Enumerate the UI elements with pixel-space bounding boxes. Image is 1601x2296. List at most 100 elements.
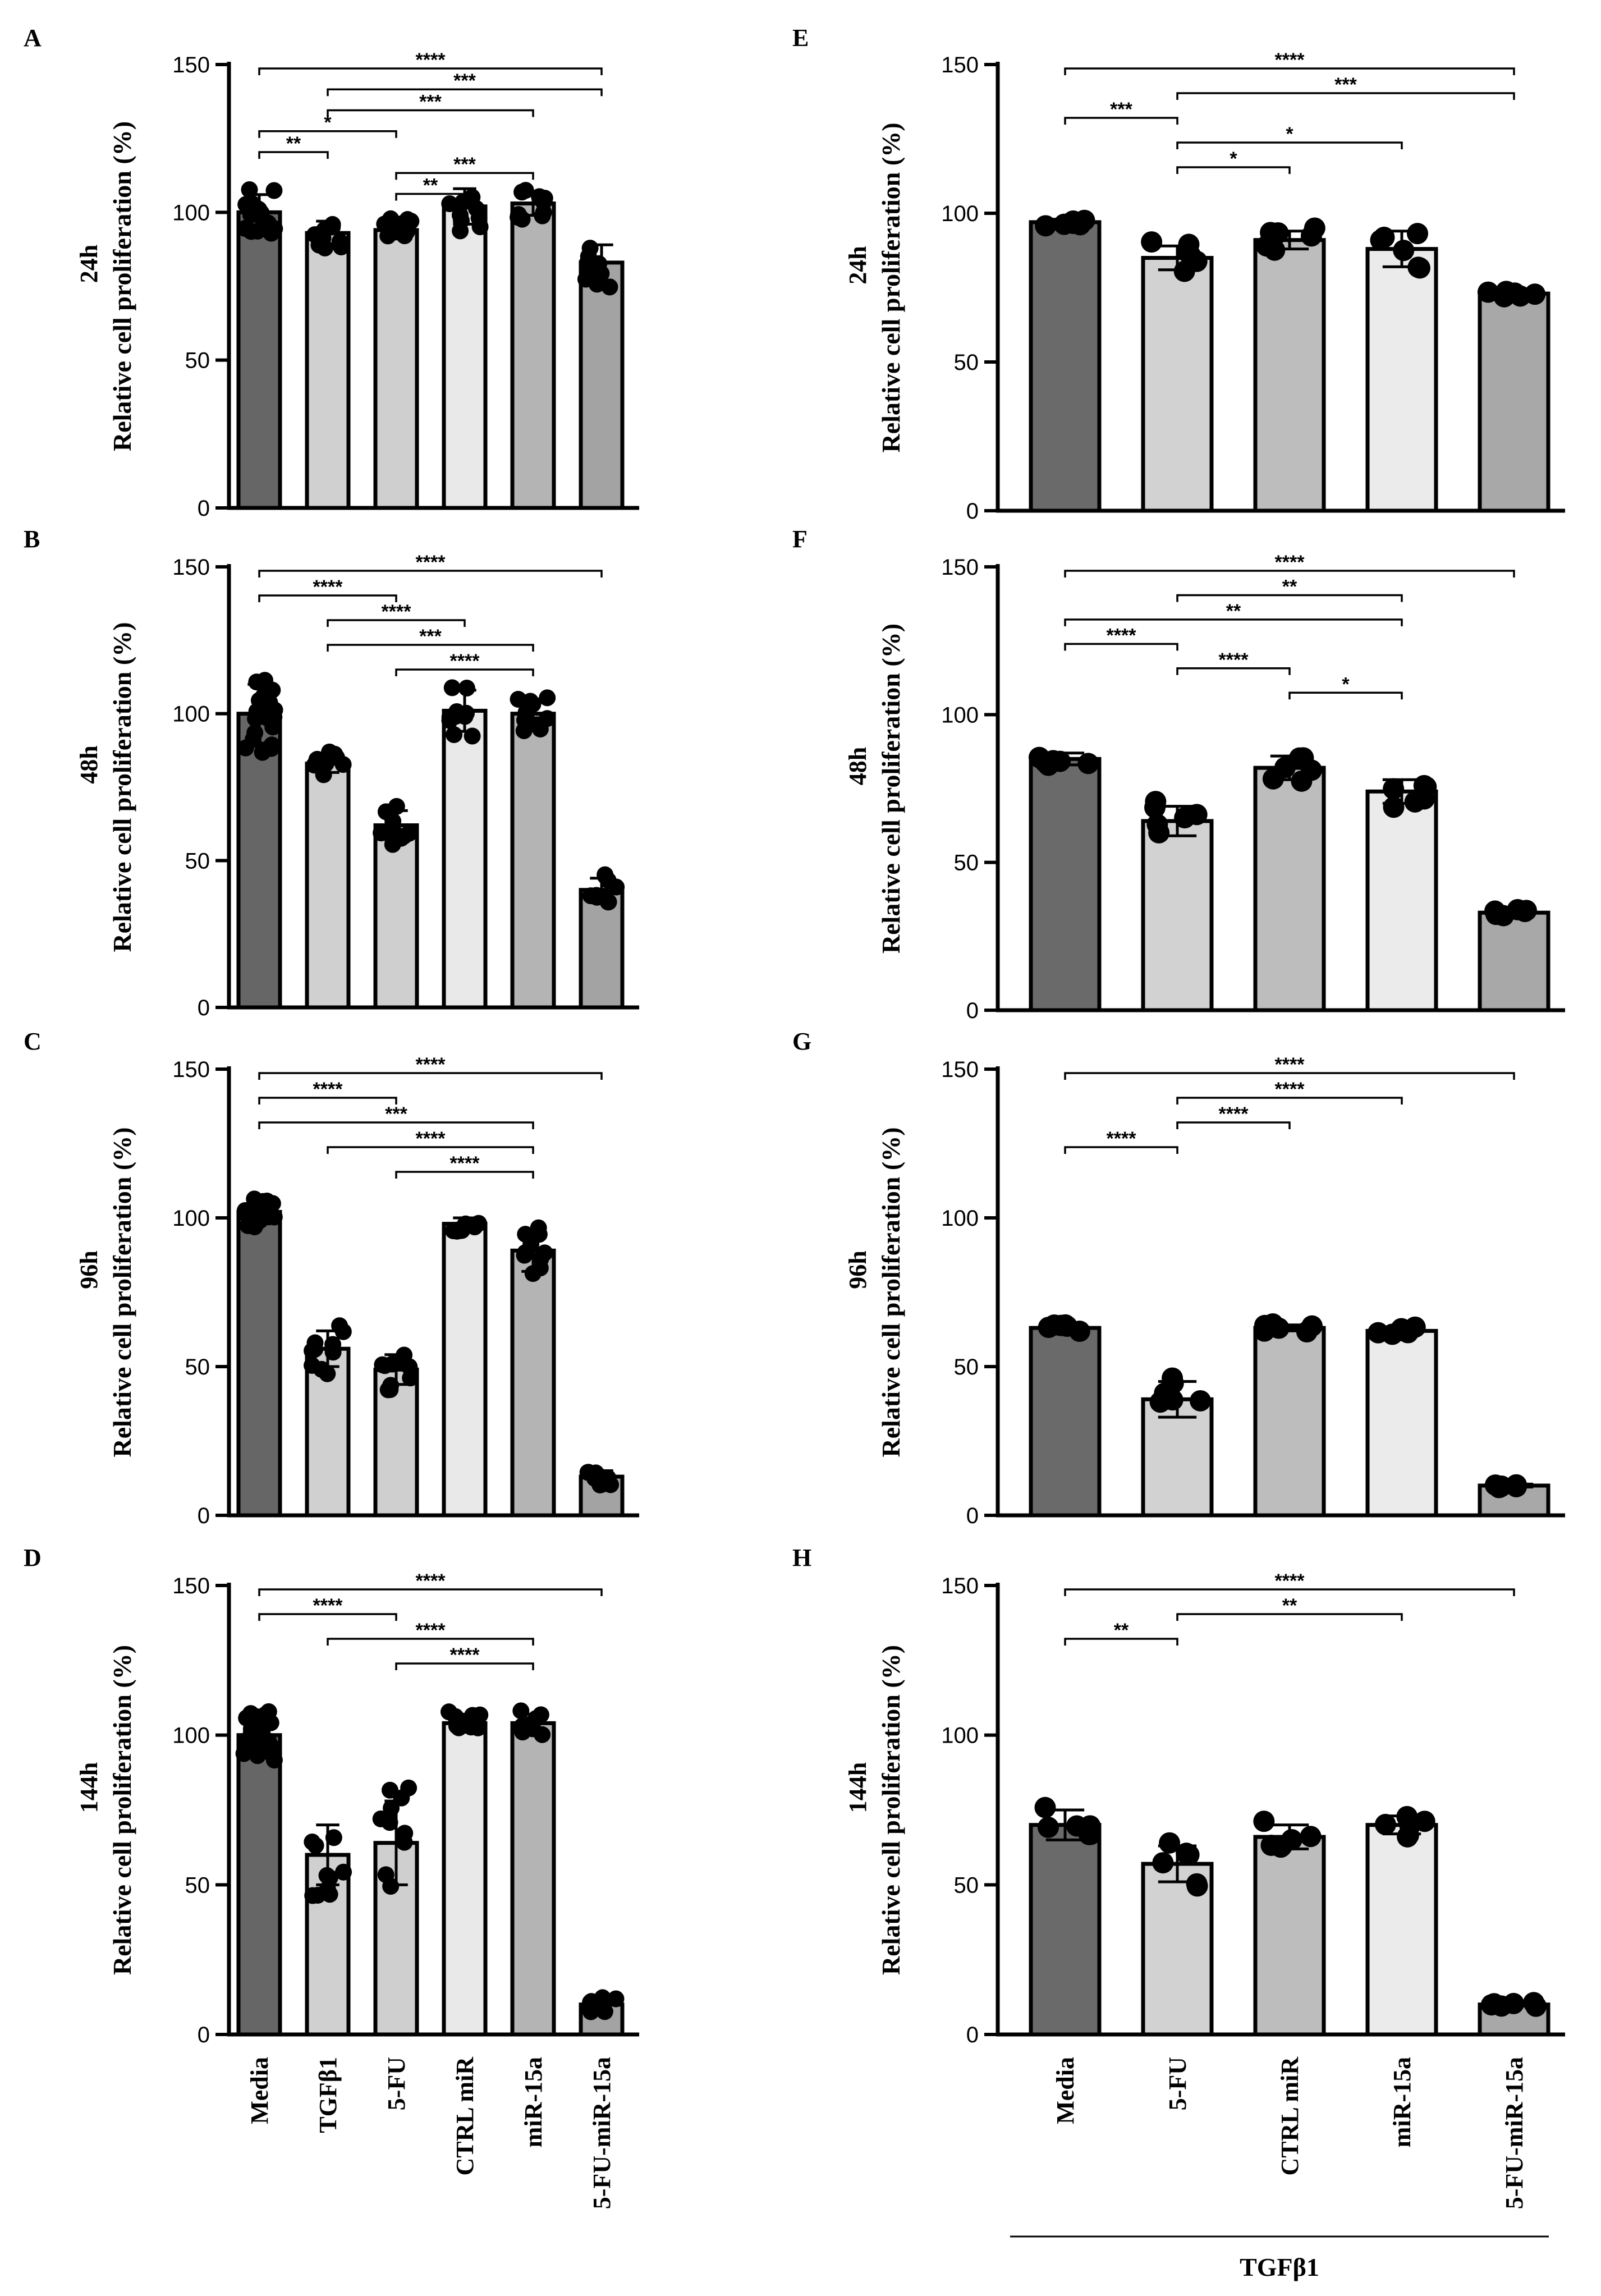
data-point	[376, 216, 393, 233]
significance-label: ***	[385, 1103, 407, 1125]
significance-bracket	[258, 594, 397, 602]
data-point	[385, 823, 402, 840]
data-point	[334, 756, 352, 773]
significance-bracket	[258, 1097, 397, 1105]
category-label: CTRL miR	[451, 2056, 479, 2176]
significance-label: ****	[1275, 1570, 1305, 1592]
data-point	[373, 824, 390, 842]
y-tick-label: 0	[198, 496, 210, 521]
y-tick-label: 150	[172, 53, 210, 77]
bar	[1029, 1326, 1102, 1518]
y-tick-label: 50	[954, 1355, 979, 1380]
data-point	[524, 1720, 542, 1738]
data-point	[1162, 1389, 1183, 1411]
y-axis-label: Relative cell proliferation (%)	[877, 1645, 905, 1975]
data-point	[1374, 1813, 1396, 1835]
data-point	[1159, 1832, 1181, 1854]
significance-label: ****	[1275, 1079, 1305, 1100]
bar	[510, 1248, 556, 1518]
y-tick-label: 0	[966, 499, 979, 524]
y-axis-label: Relative cell proliferation (%)	[108, 622, 136, 952]
time-label: 24h	[75, 245, 103, 283]
significance-label: ***	[419, 626, 442, 647]
data-point	[316, 239, 334, 256]
data-point	[265, 182, 283, 199]
significance-bracket	[1064, 618, 1403, 626]
significance-label: *	[1342, 673, 1350, 695]
significance-label: ***	[453, 154, 476, 175]
panel-C: C Relative cell proliferation (%)96h 0 50 10…	[24, 1028, 639, 1528]
y-tick-label: 50	[954, 1873, 979, 1898]
data-point	[306, 1334, 324, 1351]
significance-label: ****	[313, 1595, 343, 1616]
time-label: 144h	[844, 1762, 871, 1813]
data-point	[539, 689, 556, 707]
data-point	[304, 1356, 321, 1374]
data-point	[607, 1990, 625, 2008]
data-point	[1268, 1317, 1290, 1339]
data-point	[261, 694, 278, 711]
y-tick-label: 150	[941, 1057, 979, 1082]
data-point	[512, 1702, 530, 1720]
significance-label: ****	[1275, 1054, 1305, 1075]
panel-D: D Relative cell proliferation (%)144h 0 50 1…	[24, 1544, 639, 2209]
data-point	[1397, 1826, 1419, 1848]
significance-label: ***	[419, 91, 442, 112]
data-point	[535, 194, 552, 211]
data-point	[1028, 746, 1050, 768]
data-point	[392, 215, 409, 232]
significance-bracket	[1176, 1097, 1403, 1105]
data-point	[456, 1216, 474, 1233]
time-label: 96h	[75, 1250, 103, 1289]
bar	[236, 1733, 282, 2037]
significance-label: ****	[382, 601, 412, 622]
data-point	[1515, 900, 1537, 922]
panel-letter: A	[24, 24, 42, 52]
data-point	[1503, 1992, 1525, 2014]
data-point	[304, 1887, 322, 1904]
significance-bracket	[1176, 1613, 1403, 1621]
data-point	[1264, 239, 1286, 261]
data-point	[1288, 747, 1310, 769]
data-point	[241, 1201, 259, 1218]
panel-letter: E	[792, 24, 809, 52]
data-point	[1152, 1852, 1174, 1874]
panel-letter: H	[792, 1544, 811, 1571]
data-point	[594, 1989, 611, 2006]
y-tick-label: 150	[941, 1574, 979, 1598]
bar	[510, 201, 556, 510]
data-point	[377, 1866, 394, 1883]
category-label: 5-FU-miR-15a	[1501, 2057, 1528, 2209]
data-point	[464, 1707, 481, 1724]
data-point	[1300, 1826, 1322, 1848]
data-point	[315, 766, 332, 783]
data-point	[400, 1779, 418, 1797]
panel-letter: C	[24, 1028, 42, 1055]
data-point	[452, 222, 469, 240]
data-point	[1190, 1390, 1212, 1411]
data-point	[531, 1259, 549, 1277]
bar	[236, 1209, 282, 1518]
y-tick-label: 100	[941, 201, 979, 226]
panel-letter: D	[24, 1544, 42, 1571]
y-tick-label: 100	[172, 1206, 210, 1231]
data-point	[335, 1863, 352, 1881]
significance-bracket	[1064, 570, 1515, 578]
y-tick-label: 100	[941, 703, 979, 727]
significance-bracket	[1176, 166, 1291, 174]
y-tick-label: 100	[172, 702, 210, 727]
time-label: 48h	[844, 747, 871, 785]
bar	[305, 231, 351, 510]
data-point	[449, 1713, 467, 1730]
significance-label: ****	[313, 576, 343, 598]
significance-label: ****	[416, 1620, 446, 1641]
bar	[442, 204, 488, 510]
data-point	[324, 218, 341, 236]
data-point	[539, 710, 556, 727]
panel-letter: B	[24, 525, 40, 553]
bar	[373, 228, 419, 510]
data-point	[1391, 1318, 1412, 1340]
y-tick-label: 0	[198, 1504, 210, 1528]
bar	[1029, 757, 1102, 1012]
significance-label: **	[423, 175, 438, 196]
